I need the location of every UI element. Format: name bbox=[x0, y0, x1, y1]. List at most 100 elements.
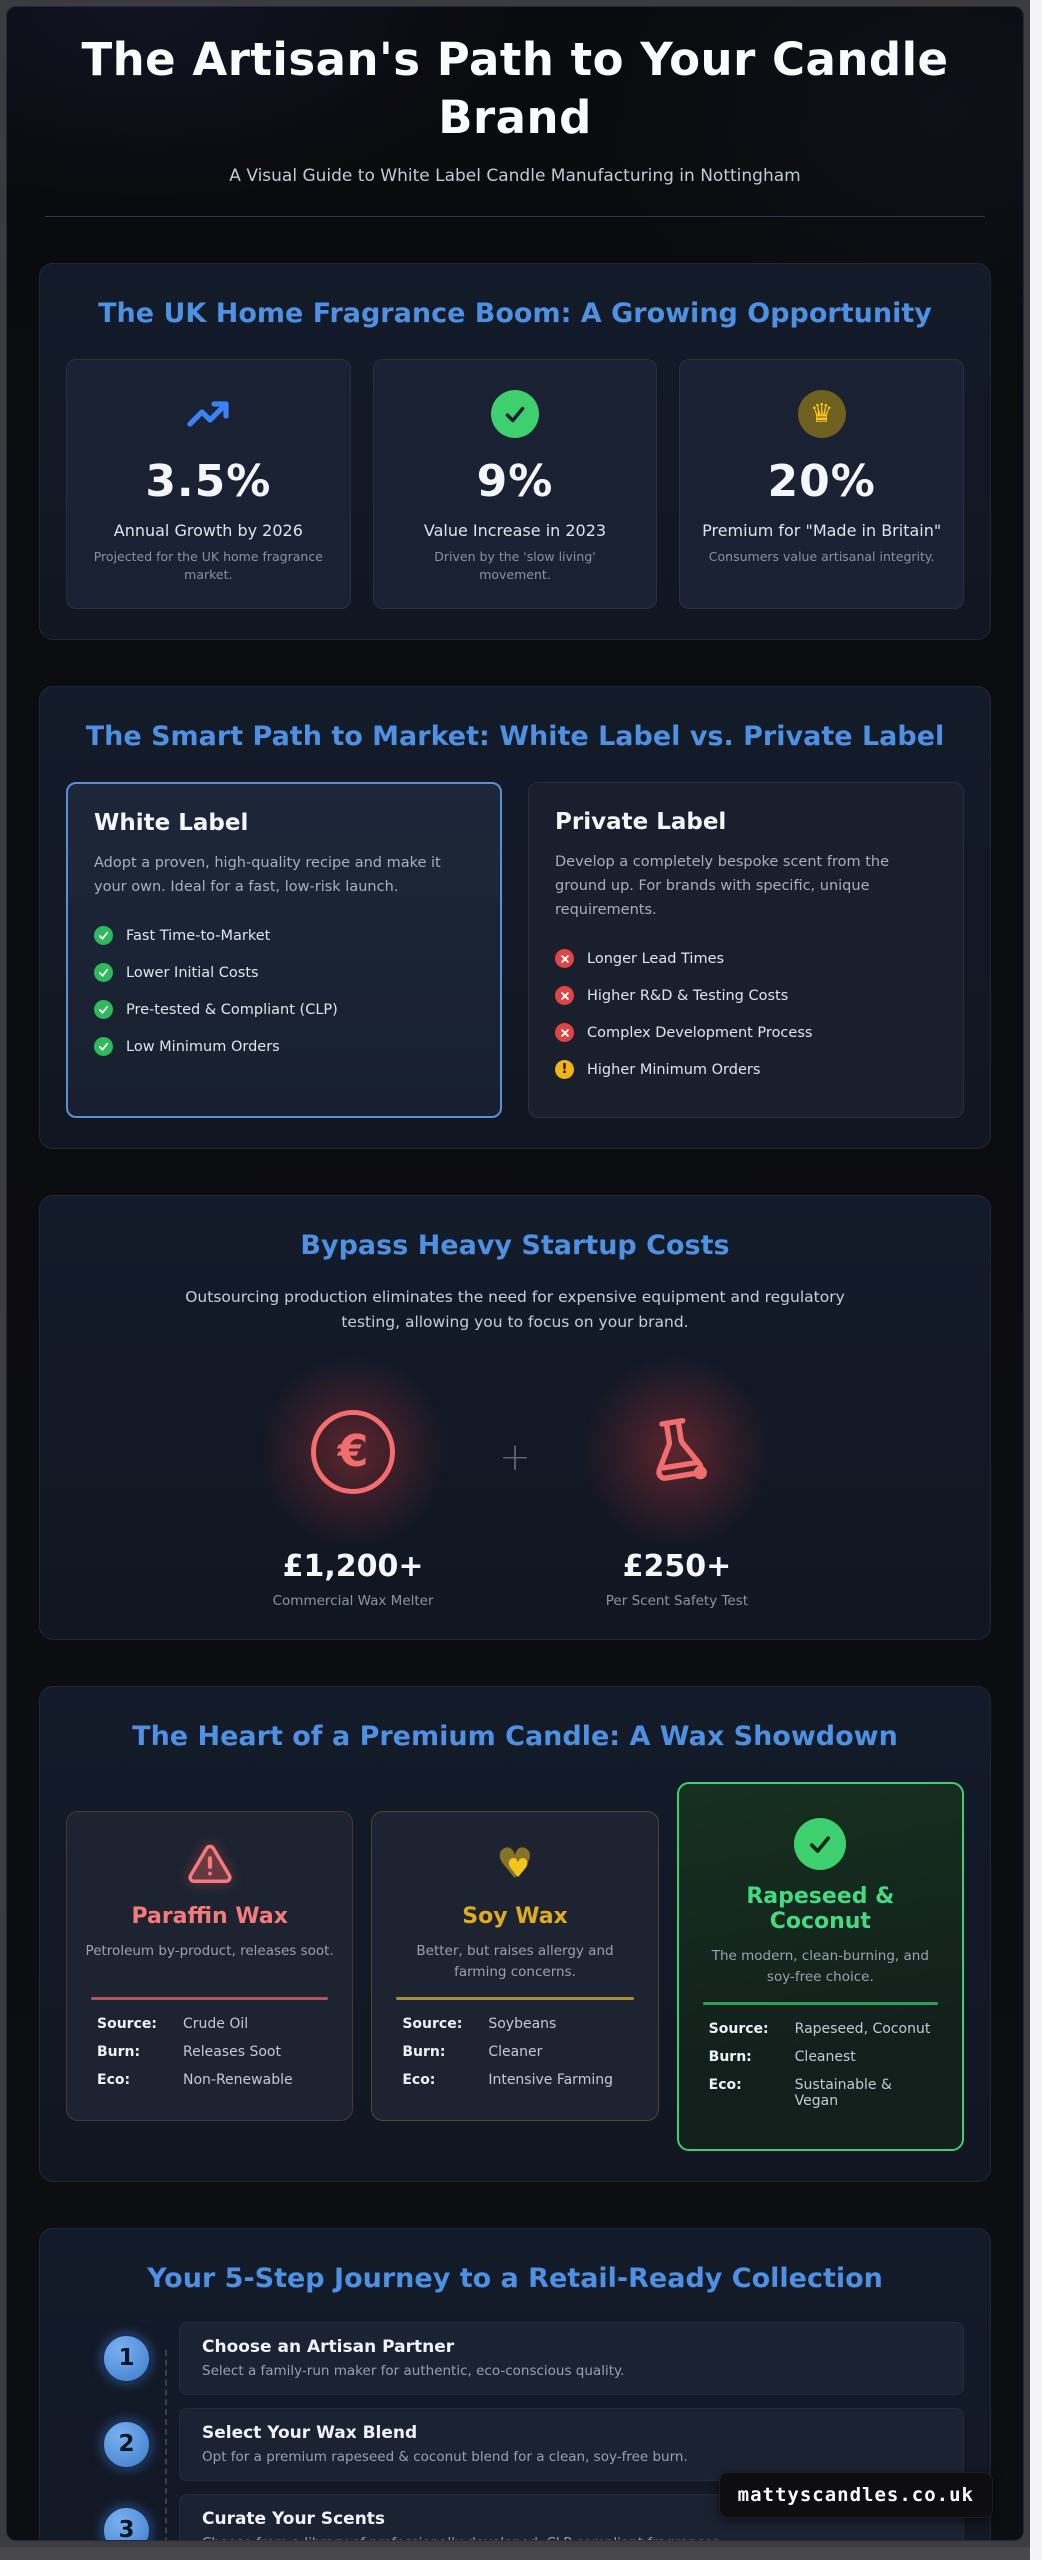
cost-item-safety-test: £250+ Per Scent Safety Test bbox=[537, 1354, 817, 1609]
journey-section-title: Your 5-Step Journey to a Retail-Ready Co… bbox=[147, 2262, 883, 2294]
stat-card-value-increase: 9% Value Increase in 2023 Driven by the … bbox=[372, 359, 658, 610]
spec-row: Burn: Cleanest bbox=[709, 2049, 932, 2065]
heart-leaf-icon: ♥ ♥ bbox=[496, 1839, 534, 1889]
list-item: Longer Lead Times bbox=[555, 949, 937, 969]
page-bottom-edge bbox=[0, 2547, 1030, 2560]
wax-card-divider bbox=[396, 1997, 634, 2001]
step-description: Opt for a premium rapeseed & coconut ble… bbox=[202, 2448, 688, 2465]
spec-row: Source: Rapeseed, Coconut bbox=[709, 2021, 932, 2037]
list-item-label: Higher R&D & Testing Costs bbox=[587, 987, 789, 1004]
stat-detail: Consumers value artisanal integrity. bbox=[708, 549, 935, 565]
flask-icon bbox=[537, 1354, 817, 1550]
spec-row: Eco: Non-Renewable bbox=[97, 2072, 322, 2088]
header: The Artisan's Path to Your Candle Brand … bbox=[7, 7, 1023, 218]
list-item: Pre-tested & Compliant (CLP) bbox=[94, 1000, 474, 1020]
spec-label: Burn: bbox=[402, 2044, 446, 2061]
plus-separator: + bbox=[499, 1434, 531, 1479]
comparison-section: The Smart Path to Market: White Label vs… bbox=[39, 686, 991, 1150]
spec-row: Burn: Cleaner bbox=[402, 2044, 627, 2060]
page-title: The Artisan's Path to Your Candle Brand bbox=[81, 33, 949, 144]
comparison-grid: White Label Adopt a proven, high-quality… bbox=[66, 782, 964, 1119]
costs-section-title: Bypass Heavy Startup Costs bbox=[300, 1230, 730, 1262]
wax-card-description: Petroleum by-product, releases soot. bbox=[85, 1943, 334, 1960]
step-number-badge: 1 bbox=[102, 2333, 151, 2383]
step-description: Choose from a library of professionally … bbox=[202, 2535, 941, 2540]
wax-card-paraffin: Paraffin Wax Petroleum by-product, relea… bbox=[66, 1811, 354, 2122]
market-section-title: The UK Home Fragrance Boom: A Growing Op… bbox=[98, 298, 932, 330]
spec-row: Source: Soybeans bbox=[402, 2016, 627, 2032]
list-item-label: Complex Development Process bbox=[587, 1024, 813, 1041]
wax-card-divider bbox=[702, 2001, 938, 2005]
spec-value: Rapeseed, Coconut bbox=[794, 2020, 931, 2037]
list-item-label: Low Minimum Orders bbox=[126, 1038, 280, 1055]
wax-card-rapeseed-coconut: Rapeseed & Coconut The modern, clean-bur… bbox=[676, 1781, 964, 2151]
journey-step: 1 Choose an Artisan Partner Select a fam… bbox=[66, 2321, 964, 2395]
cost-value: £1,200+ bbox=[282, 1548, 424, 1584]
wax-card-specs: Source: Crude Oil Burn: Releases Soot Ec… bbox=[85, 2016, 334, 2088]
spec-value: Sustainable & Vegan bbox=[794, 2076, 892, 2109]
spec-row: Source: Crude Oil bbox=[97, 2016, 322, 2032]
crown-icon: ♛ bbox=[698, 388, 945, 440]
infographic-canvas: The Artisan's Path to Your Candle Brand … bbox=[6, 6, 1024, 2541]
white-label-card: White Label Adopt a proven, high-quality… bbox=[66, 782, 502, 1119]
x-circle-icon bbox=[555, 1023, 574, 1043]
wax-section: The Heart of a Premium Candle: A Wax Sho… bbox=[39, 1685, 991, 2182]
private-label-title: Private Label bbox=[555, 809, 727, 836]
stat-card-premium: ♛ 20% Premium for "Made in Britain" Cons… bbox=[679, 359, 964, 610]
step-card: Choose an Artisan Partner Select a famil… bbox=[179, 2321, 964, 2395]
wax-card-title: Paraffin Wax bbox=[131, 1904, 288, 1930]
spec-label: Source: bbox=[708, 2020, 769, 2037]
stat-label: Value Increase in 2023 bbox=[423, 521, 607, 541]
spec-label: Burn: bbox=[97, 2044, 141, 2061]
spec-row: Eco: Intensive Farming bbox=[402, 2072, 627, 2088]
spec-value: Cleaner bbox=[488, 2044, 543, 2061]
white-label-description: Adopt a proven, high-quality recipe and … bbox=[94, 855, 441, 896]
spec-value: Non-Renewable bbox=[183, 2072, 293, 2089]
check-circle-icon bbox=[94, 963, 113, 983]
spec-value: Releases Soot bbox=[183, 2044, 281, 2061]
wax-section-title: The Heart of a Premium Candle: A Wax Sho… bbox=[132, 1720, 898, 1752]
spec-label: Source: bbox=[402, 2016, 463, 2033]
stat-detail: Projected for the UK home fragrance mark… bbox=[93, 549, 323, 583]
trending-up-icon bbox=[85, 388, 332, 440]
spec-label: Source: bbox=[97, 2016, 157, 2033]
costs-row: € £1,200+ Commercial Wax Melter + £250+ … bbox=[66, 1354, 964, 1609]
stats-grid: 3.5% Annual Growth by 2026 Projected for… bbox=[66, 359, 964, 610]
wax-card-divider bbox=[91, 1997, 329, 2001]
list-item-label: Higher Minimum Orders bbox=[587, 1061, 761, 1078]
x-circle-icon bbox=[555, 949, 574, 969]
step-number-badge: 2 bbox=[102, 2419, 151, 2469]
stat-label: Annual Growth by 2026 bbox=[113, 521, 303, 541]
spec-value: Cleanest bbox=[794, 2048, 856, 2065]
warning-triangle-icon bbox=[85, 1838, 334, 1890]
spec-value: Crude Oil bbox=[183, 2016, 249, 2033]
list-item: ! Higher Minimum Orders bbox=[555, 1060, 937, 1080]
check-circle-icon bbox=[392, 388, 639, 440]
list-item-label: Fast Time-to-Market bbox=[126, 927, 271, 944]
costs-description: Outsourcing production eliminates the ne… bbox=[185, 1288, 845, 1331]
list-item: Complex Development Process bbox=[555, 1023, 937, 1043]
stat-label: Premium for "Made in Britain" bbox=[702, 521, 942, 541]
step-title: Select Your Wax Blend bbox=[202, 2422, 418, 2443]
wax-card-title: Rapeseed & Coconut bbox=[746, 1883, 895, 1934]
step-title: Choose an Artisan Partner bbox=[202, 2336, 455, 2357]
page-subtitle: A Visual Guide to White Label Candle Man… bbox=[229, 166, 801, 187]
spec-label: Eco: bbox=[402, 2072, 436, 2089]
list-item: Fast Time-to-Market bbox=[94, 926, 474, 946]
list-item: Higher R&D & Testing Costs bbox=[555, 986, 937, 1006]
stat-value: 9% bbox=[476, 456, 554, 508]
spec-label: Burn: bbox=[708, 2048, 752, 2065]
journey-steps: 1 Choose an Artisan Partner Select a fam… bbox=[66, 2321, 964, 2540]
wax-card-specs: Source: Soybeans Burn: Cleaner Eco: Inte… bbox=[390, 2016, 639, 2088]
list-item-label: Pre-tested & Compliant (CLP) bbox=[126, 1001, 338, 1018]
euro-coin-icon: € bbox=[213, 1354, 493, 1550]
stat-card-growth: 3.5% Annual Growth by 2026 Projected for… bbox=[66, 359, 351, 610]
costs-section: Bypass Heavy Startup Costs Outsourcing p… bbox=[39, 1195, 991, 1640]
spec-value: Soybeans bbox=[488, 2016, 557, 2033]
step-title: Curate Your Scents bbox=[202, 2508, 386, 2529]
header-divider bbox=[45, 216, 985, 218]
step-number-badge: 3 bbox=[102, 2505, 151, 2540]
cost-label: Per Scent Safety Test bbox=[605, 1592, 749, 1609]
step-card: Select Your Wax Blend Opt for a premium … bbox=[179, 2407, 964, 2481]
list-item: Lower Initial Costs bbox=[94, 963, 474, 983]
